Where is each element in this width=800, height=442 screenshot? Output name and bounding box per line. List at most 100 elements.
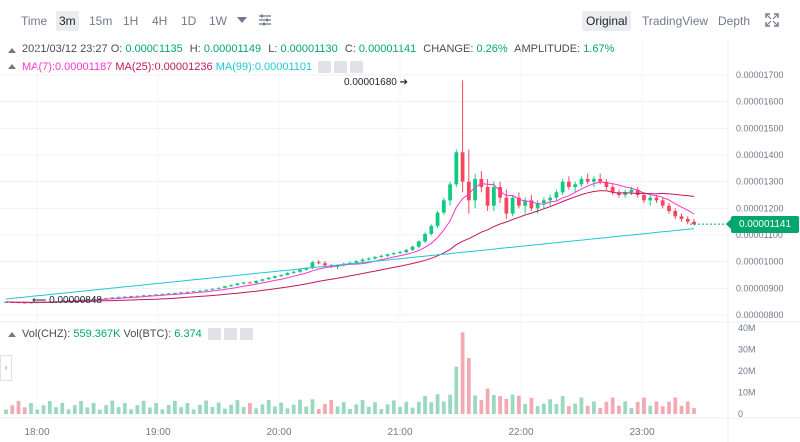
candle-body [179,292,184,294]
close-label: C: [344,43,356,55]
candle-body [660,200,665,206]
candle-body [560,181,565,193]
volume-bar [335,406,340,414]
volume-bar [47,400,52,414]
volume-bar [523,403,528,414]
fullscreen-expand-icon[interactable] [765,13,779,27]
time-tick-label: 21:00 [387,427,412,438]
candle-body [610,187,615,193]
volume-bar [435,394,440,414]
candle-body [535,203,540,209]
volume-bar [79,400,83,414]
candle-body [473,179,477,201]
interval-1h[interactable]: 1H [123,14,139,28]
candle-body [248,282,252,284]
ma-collapse-chevron-icon[interactable] [8,64,16,69]
ma99-value: 0.00001101 [254,61,313,73]
volume-bar [60,402,65,414]
candle-body [29,302,33,304]
volume-bar [504,398,509,414]
ma99-line [5,228,695,300]
volume-bar [291,404,296,414]
candle-body [323,263,327,266]
candle-body [585,179,590,182]
volume-bar [585,405,590,414]
volume-bar [35,409,40,414]
interval-3m[interactable]: 3m [56,11,79,31]
price-chart[interactable]: 0.00001700 0.00001600 0.00001500 0.00001400… [0,40,800,442]
candle-body [223,286,227,288]
candle-body [579,179,584,185]
volume-bar [617,405,621,414]
volume-tick-label: 40M [738,323,756,333]
candle-body [498,187,502,198]
volume-bar [473,395,477,414]
candle-body [398,252,402,254]
candle-body [416,241,421,247]
more-intervals-chevron-down-icon[interactable] [237,17,247,23]
vol-close-icon[interactable] [239,328,253,341]
expand-panel-chevron-icon[interactable]: › [0,355,12,381]
volume-bar [448,394,452,414]
vol-settings-gear-icon[interactable] [223,328,237,341]
low-price-value: 0.00000848 [49,295,102,306]
volume-bar [573,403,578,414]
candle-body [573,184,578,187]
volume-bar [110,400,115,414]
candle-body [172,292,177,294]
volume-bar [310,399,315,414]
volume-bar [54,407,58,414]
volume-bar [679,405,684,414]
ma-info-line: MA(7):0.00001187 MA(25):0.00001236 MA(99… [22,61,364,75]
ma-visibility-eye-icon[interactable] [318,61,332,74]
volume-bar [416,401,421,414]
candle-body [429,225,434,234]
volume-bar [373,402,377,414]
candle-body [454,152,459,185]
volume-bar [198,404,202,414]
candle-body [542,200,546,203]
candle-body [554,192,559,198]
candle-body [648,197,653,201]
price-tick-label: 0.00001200 [736,203,784,213]
volume-bar [604,401,609,414]
volume-bar [692,408,696,414]
volume-bar [16,400,21,414]
ma-close-icon[interactable] [350,61,364,74]
candle-body [410,246,415,250]
candle-body [360,259,365,262]
view-original-tab[interactable]: Original [582,11,632,31]
candle-body [604,181,609,187]
volume-tick-label: 20M [738,366,756,376]
interval-4h[interactable]: 4H [152,14,168,28]
candle-body [485,187,490,206]
volume-bar [354,404,359,414]
interval-1w[interactable]: 1W [209,14,227,28]
volume-bar [510,394,515,414]
volume-bar [248,402,252,414]
interval-time[interactable]: Time [21,14,48,28]
volume-bar [97,409,102,414]
vol-visibility-eye-icon[interactable] [207,328,221,341]
view-depth-tab[interactable]: Depth [718,14,751,28]
candle-body [460,152,465,182]
ma7-line [5,181,695,303]
candle-body [304,268,309,270]
low-value: 0.00001130 [280,43,338,55]
volume-collapse-chevron-icon[interactable] [8,332,16,337]
volume-bar [85,407,90,414]
candle-body [316,262,321,264]
ma7-value: 0.00001187 [55,61,113,73]
indicator-settings-icon[interactable] [258,13,272,27]
interval-1d[interactable]: 1D [181,14,197,28]
candle-body [72,299,77,301]
candle-body [441,200,446,213]
candle-body [617,192,621,195]
volume-bar [529,397,534,414]
volume-bar [129,409,133,414]
ohlc-collapse-chevron-icon[interactable] [8,48,16,53]
interval-15m[interactable]: 15m [89,14,113,28]
view-tradingview-tab[interactable]: TradingView [642,14,709,28]
candle-body [254,280,259,283]
ma-settings-gear-icon[interactable] [334,61,348,74]
